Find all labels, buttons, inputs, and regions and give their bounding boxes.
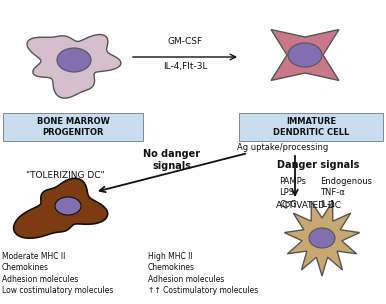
Text: PAMPs
LPS
CpG: PAMPs LPS CpG bbox=[279, 177, 306, 209]
FancyBboxPatch shape bbox=[3, 113, 143, 141]
Text: IMMATURE
DENDRITIC CELL: IMMATURE DENDRITIC CELL bbox=[273, 117, 349, 137]
Text: IL-4,Flt-3L: IL-4,Flt-3L bbox=[163, 63, 207, 71]
Polygon shape bbox=[27, 35, 121, 98]
Text: Moderate MHC II
Chemokines
Adhesion molecules
Low costimulatory molecules: Moderate MHC II Chemokines Adhesion mole… bbox=[2, 252, 113, 295]
Text: BONE MARROW
PROGENITOR: BONE MARROW PROGENITOR bbox=[37, 117, 110, 137]
Ellipse shape bbox=[288, 43, 322, 67]
Text: GM-CSF: GM-CSF bbox=[168, 37, 203, 47]
Text: "TOLERIZING DC": "TOLERIZING DC" bbox=[26, 171, 104, 179]
Polygon shape bbox=[14, 178, 108, 238]
Polygon shape bbox=[271, 29, 339, 81]
Text: Danger signals: Danger signals bbox=[277, 160, 359, 170]
Ellipse shape bbox=[309, 228, 335, 248]
Ellipse shape bbox=[55, 197, 81, 215]
Polygon shape bbox=[284, 202, 360, 276]
Text: ACTIVATED DC: ACTIVATED DC bbox=[276, 202, 341, 210]
Text: High MHC II
Chemokines
Adhesion molecules
↑↑ Costimulatory molecules: High MHC II Chemokines Adhesion molecule… bbox=[148, 252, 258, 295]
Ellipse shape bbox=[57, 48, 91, 72]
Text: Endogenous
TNF-α
IL-1: Endogenous TNF-α IL-1 bbox=[320, 177, 372, 209]
Text: Ag uptake/processing: Ag uptake/processing bbox=[237, 143, 328, 153]
FancyBboxPatch shape bbox=[239, 113, 383, 141]
Text: No danger
signals: No danger signals bbox=[144, 149, 201, 171]
